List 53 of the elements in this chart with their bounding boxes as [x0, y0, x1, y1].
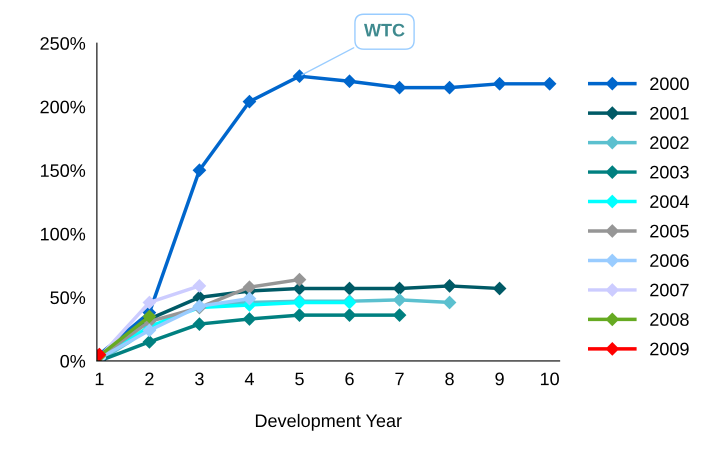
x-tick-label: 7 — [395, 372, 404, 386]
point — [342, 74, 356, 88]
legend-label: 2009 — [650, 342, 689, 356]
point — [242, 312, 256, 326]
point — [142, 335, 156, 348]
point — [392, 308, 406, 322]
point — [192, 164, 206, 177]
point — [392, 282, 406, 296]
legend-label: 2007 — [650, 284, 689, 296]
legend-label: 2000 — [650, 77, 689, 90]
legend-label: 2003 — [650, 166, 689, 179]
legend-label: 2004 — [650, 195, 689, 208]
x-tick-label: 9 — [495, 372, 504, 386]
point — [442, 279, 456, 293]
point — [442, 296, 456, 310]
point — [392, 81, 406, 94]
point — [543, 77, 556, 90]
x-tick-label: 1 — [96, 372, 104, 386]
point — [492, 282, 506, 296]
y-tick-label: 150% — [40, 164, 86, 177]
x-tick-label: 5 — [295, 372, 304, 386]
x-tick-label: 8 — [445, 372, 454, 386]
legend-label: 2008 — [650, 313, 689, 326]
point — [342, 282, 356, 296]
point — [192, 317, 206, 331]
y-tick-label: 0% — [60, 354, 86, 368]
point — [142, 296, 156, 310]
legend-label: 2001 — [650, 106, 689, 120]
annotation: WTC — [364, 24, 405, 37]
point — [292, 308, 306, 322]
y-tick-label: 200% — [40, 100, 86, 114]
y-tick-label: 50% — [50, 291, 86, 304]
point — [442, 81, 456, 94]
point — [192, 279, 206, 293]
x-tick-label: 4 — [244, 372, 254, 386]
x-tick-label: 2 — [145, 372, 154, 386]
x-tick-label: 6 — [345, 372, 354, 386]
x-tick-label: 3 — [195, 372, 204, 386]
point — [292, 272, 306, 286]
x-axis-title: Development Year — [256, 414, 402, 431]
y-tick-label: 250% — [40, 37, 86, 50]
point — [242, 95, 256, 108]
point — [492, 77, 506, 90]
y-tick-label: 100% — [40, 228, 86, 241]
point — [292, 70, 306, 83]
legend-label: 2005 — [650, 224, 689, 238]
legend-label: 2006 — [650, 254, 689, 267]
x-tick-label: 10 — [540, 372, 559, 386]
point — [342, 308, 356, 322]
legend-label: 2002 — [650, 136, 689, 150]
point — [392, 293, 406, 306]
point — [242, 280, 256, 294]
point — [242, 292, 256, 306]
